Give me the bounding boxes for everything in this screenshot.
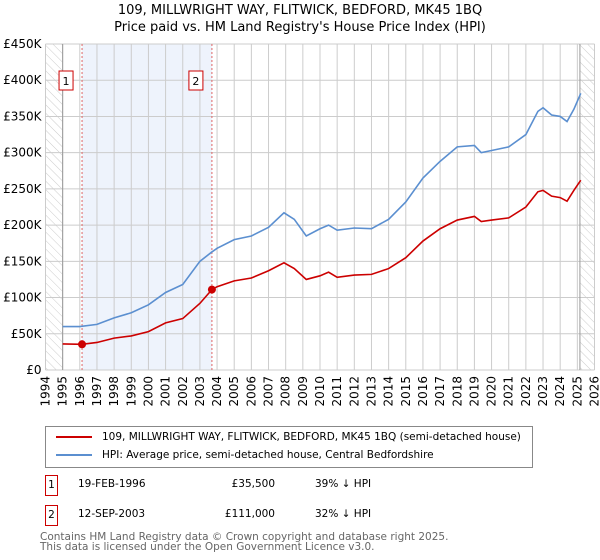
- x-tick-label: 2000: [141, 376, 155, 407]
- x-tick-label: 1995: [56, 376, 70, 407]
- sale-marker-badge: 1: [45, 475, 58, 496]
- x-tick-label: 2015: [399, 376, 413, 407]
- blue-line-swatch: [56, 454, 92, 456]
- sale-label: 1: [63, 75, 70, 88]
- x-tick-label: 2002: [176, 376, 190, 407]
- price-paid-line: [62, 179, 582, 346]
- legend-label: 109, MILLWRIGHT WAY, FLITWICK, BEDFORD, …: [102, 431, 521, 443]
- plot-area: 1994 1995 1996 1997 1998 1999 2000 2001 2002 2003…: [3, 37, 600, 407]
- footer-line: Contains HM Land Registry data © Crown c…: [40, 531, 449, 543]
- x-tick-label: 2005: [227, 376, 241, 407]
- y-tick-label: £450K: [3, 37, 43, 51]
- x-tick-label: 1994: [39, 376, 53, 407]
- sale-price: £35,500: [231, 478, 275, 490]
- y-tick-label: £250K: [3, 182, 43, 196]
- footer-attribution: Contains HM Land Registry data © Crown c…: [40, 531, 449, 553]
- x-tick-label: 2007: [262, 376, 276, 407]
- x-tick-label: 2022: [519, 376, 533, 407]
- x-tick-label: 2017: [433, 376, 447, 407]
- y-tick-label: £400K: [3, 73, 43, 87]
- x-tick-label: 2008: [279, 376, 293, 407]
- x-tick-label: 2011: [330, 376, 344, 407]
- x-tick-label: 2018: [450, 376, 464, 407]
- y-tick-label: £100K: [3, 291, 43, 305]
- x-tick-label: 2001: [159, 376, 173, 407]
- y-tick-label: £50K: [11, 327, 43, 341]
- legend: 109, MILLWRIGHT WAY, FLITWICK, BEDFORD, …: [45, 426, 533, 468]
- x-tick-label: 2024: [553, 376, 567, 407]
- x-tick-label: 1997: [90, 376, 104, 407]
- y-tick-label: £150K: [3, 254, 43, 268]
- x-tick-label: 2020: [485, 376, 499, 407]
- x-tick-label: 2016: [416, 376, 430, 407]
- x-tick-label: 2010: [313, 376, 327, 407]
- sale-label: 2: [192, 75, 199, 88]
- y-tick-label: £200K: [3, 218, 43, 232]
- x-tick-label: 2014: [382, 376, 396, 407]
- y-tick-label: £300K: [3, 146, 43, 160]
- x-tick-label: 2004: [210, 376, 224, 407]
- hpi-diff: 32% ↓ HPI: [315, 508, 372, 520]
- sale-date: 12-SEP-2003: [78, 508, 146, 520]
- sale-label-box: [188, 70, 204, 91]
- footer-line: This data is licensed under the Open Gov…: [40, 541, 375, 553]
- sale-point: [207, 285, 216, 294]
- chart-subtitle: Price paid vs. HM Land Registry's House …: [114, 20, 486, 35]
- x-tick-label: 1998: [107, 376, 121, 407]
- x-tick-label: 2021: [502, 376, 516, 407]
- red-line-swatch: [56, 436, 92, 438]
- hpi-line: [62, 92, 582, 328]
- sale-date: 19-FEB-1996: [78, 478, 146, 490]
- sale-price: £111,000: [224, 508, 275, 520]
- x-tick-label: 2025: [570, 376, 584, 407]
- x-tick-label: 2026: [588, 376, 600, 407]
- sale-marker-badge: 2: [45, 505, 58, 526]
- sale-point: [78, 340, 87, 349]
- x-tick-label: 2013: [364, 376, 378, 407]
- x-tick-label: 2012: [347, 376, 361, 407]
- no-data-region-left: [45, 44, 63, 370]
- x-tick-label: 1996: [73, 376, 87, 407]
- legend-item-hpi: HPI: Average price, semi-detached house,…: [56, 449, 434, 461]
- x-tick-label: 2009: [296, 376, 310, 407]
- x-tick-label: 2023: [536, 376, 550, 407]
- x-tick-label: 2003: [193, 376, 207, 407]
- y-tick-label: £0: [26, 363, 41, 377]
- x-tick-label: 1999: [124, 376, 138, 407]
- ownership-shade: [82, 44, 212, 370]
- no-data-region-right: [579, 44, 595, 370]
- chart-title: 109, MILLWRIGHT WAY, FLITWICK, BEDFORD, …: [117, 3, 483, 18]
- sale-label-box: [58, 70, 74, 91]
- hpi-diff: 39% ↓ HPI: [315, 478, 372, 490]
- legend-item-property: 109, MILLWRIGHT WAY, FLITWICK, BEDFORD, …: [56, 431, 521, 443]
- x-tick-label: 2019: [467, 376, 481, 407]
- legend-label: HPI: Average price, semi-detached house,…: [102, 449, 434, 461]
- x-tick-label: 2006: [244, 376, 258, 407]
- y-tick-label: £350K: [3, 109, 43, 123]
